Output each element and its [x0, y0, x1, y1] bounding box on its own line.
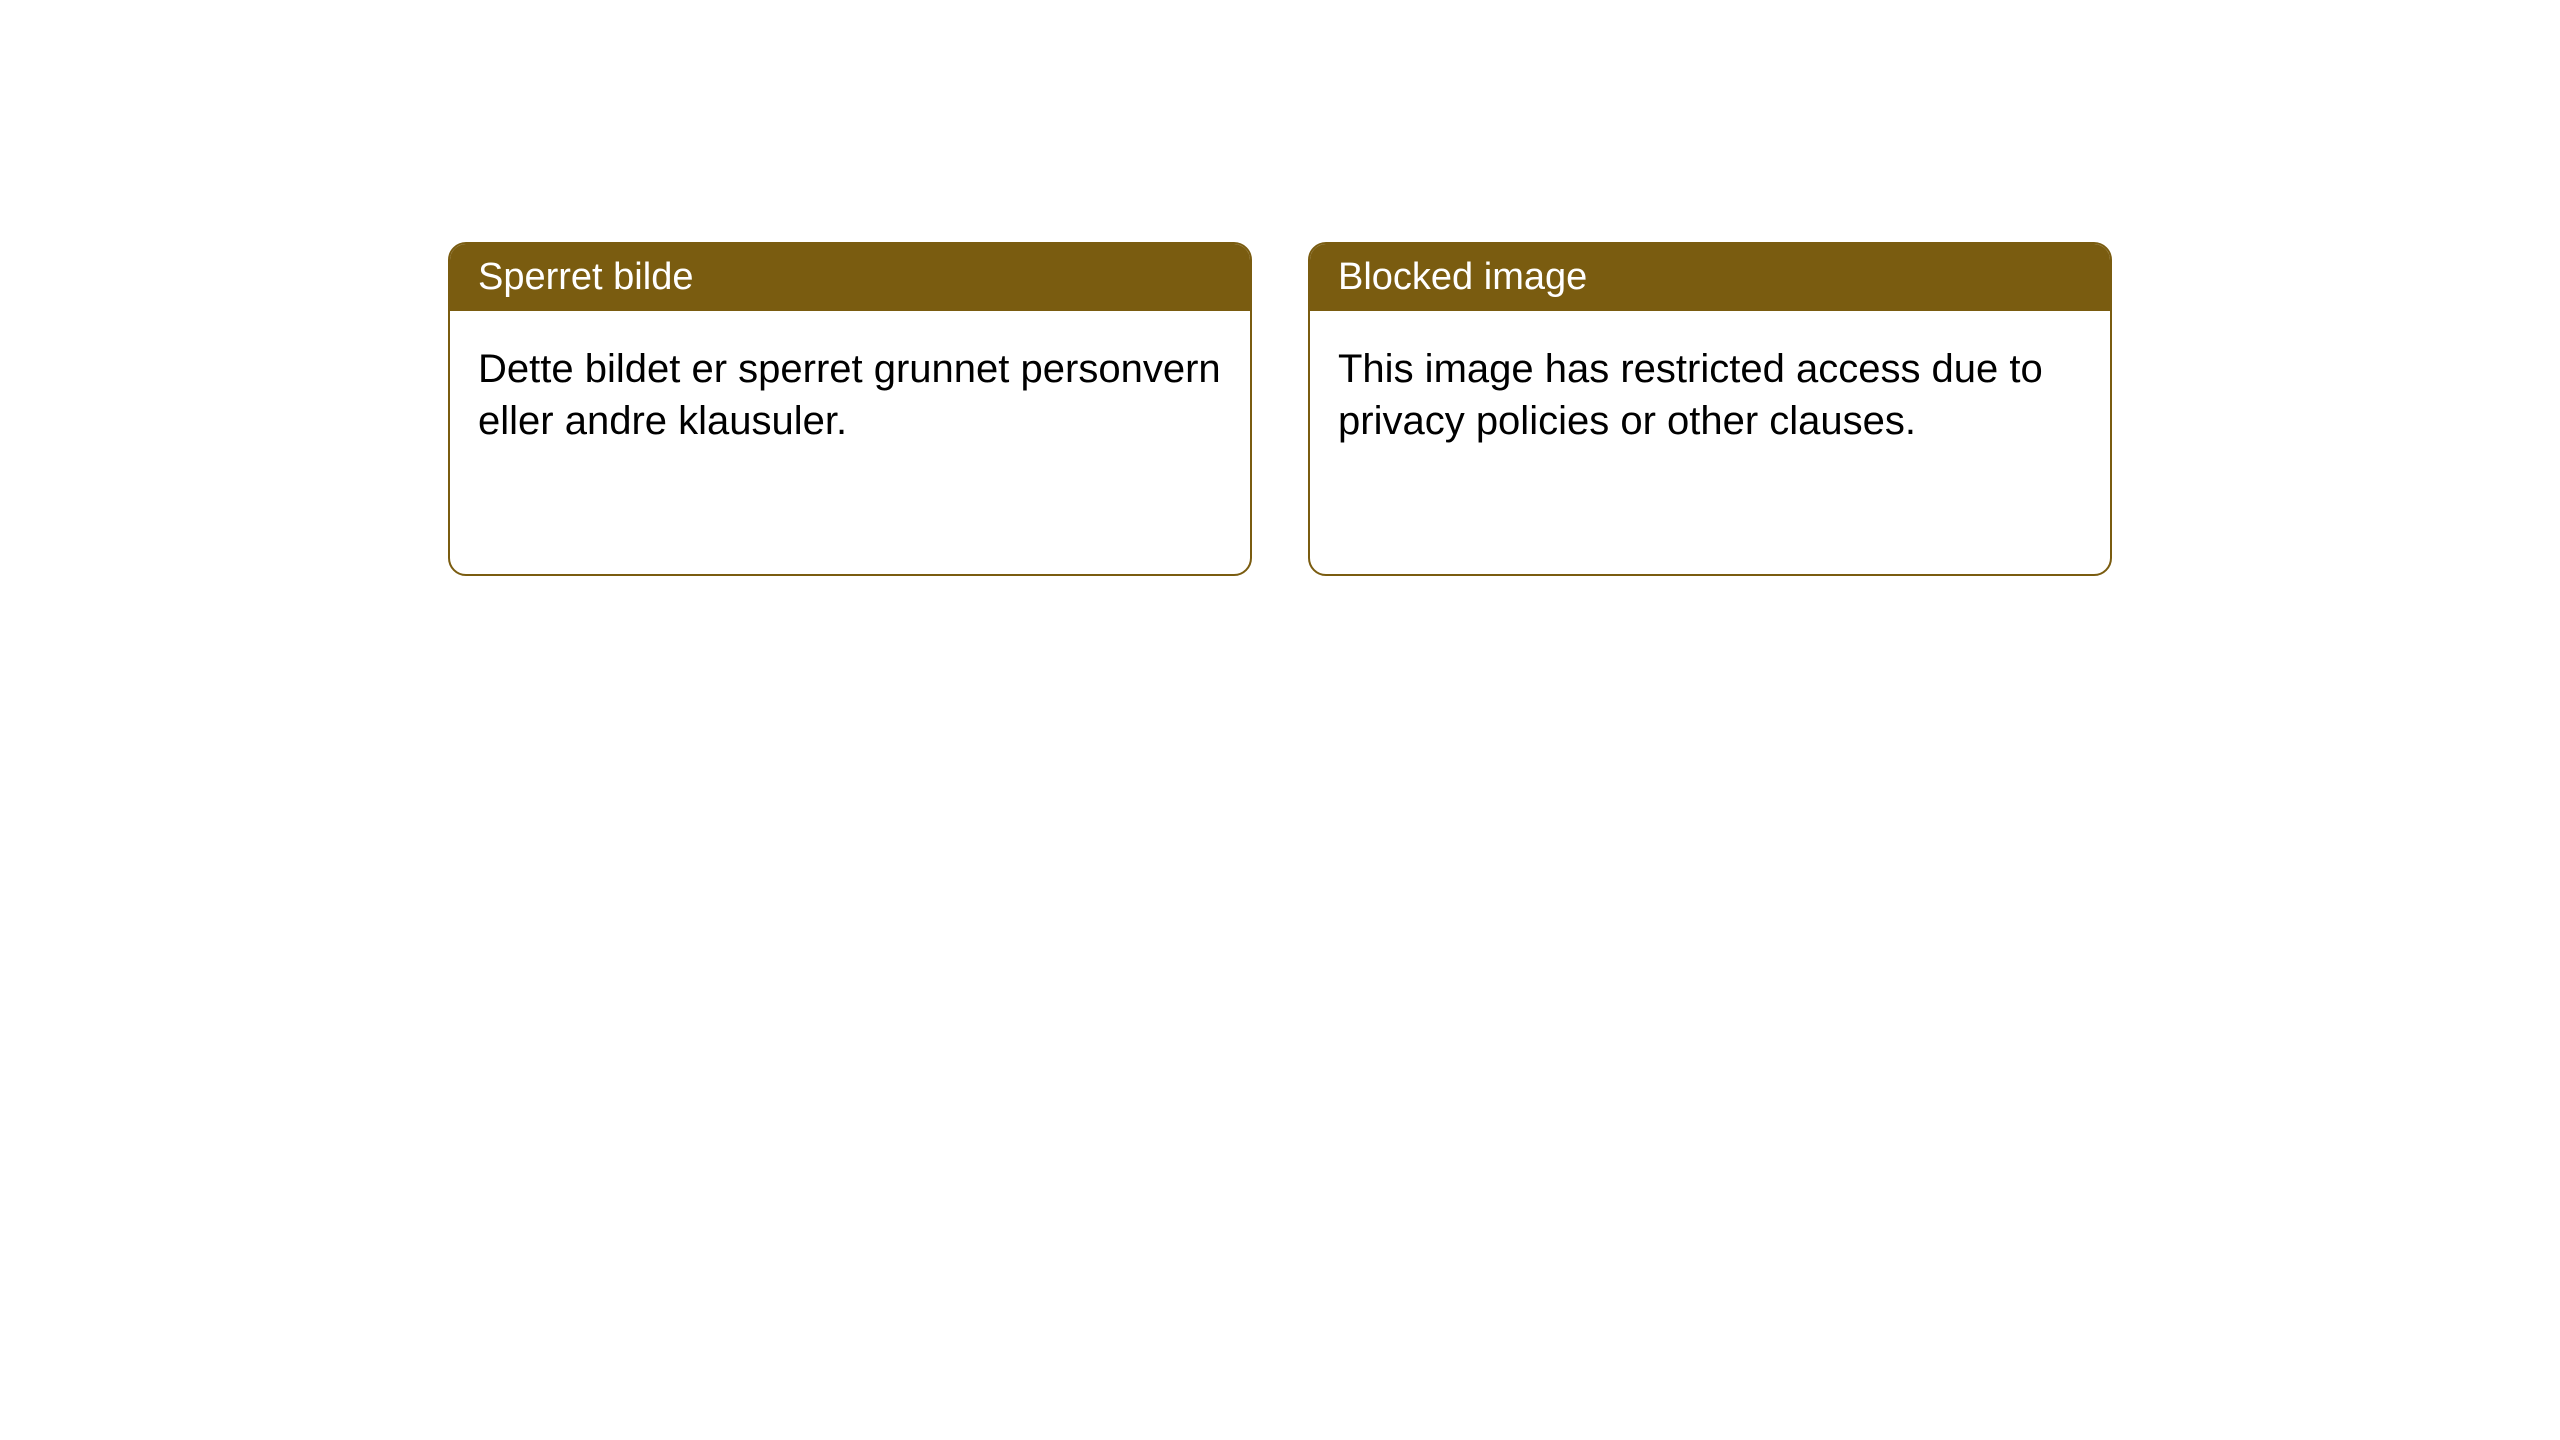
card-title-english: Blocked image [1338, 256, 1587, 298]
blocked-image-card-norwegian: Sperret bilde Dette bildet er sperret gr… [448, 242, 1252, 576]
blocked-image-card-english: Blocked image This image has restricted … [1308, 242, 2112, 576]
card-header-english: Blocked image [1310, 244, 2110, 311]
notice-container: Sperret bilde Dette bildet er sperret gr… [448, 242, 2112, 576]
card-header-norwegian: Sperret bilde [450, 244, 1250, 311]
card-message-english: This image has restricted access due to … [1338, 347, 2043, 443]
card-title-norwegian: Sperret bilde [478, 256, 693, 298]
card-body-norwegian: Dette bildet er sperret grunnet personve… [450, 311, 1250, 479]
card-message-norwegian: Dette bildet er sperret grunnet personve… [478, 347, 1221, 443]
card-body-english: This image has restricted access due to … [1310, 311, 2110, 479]
